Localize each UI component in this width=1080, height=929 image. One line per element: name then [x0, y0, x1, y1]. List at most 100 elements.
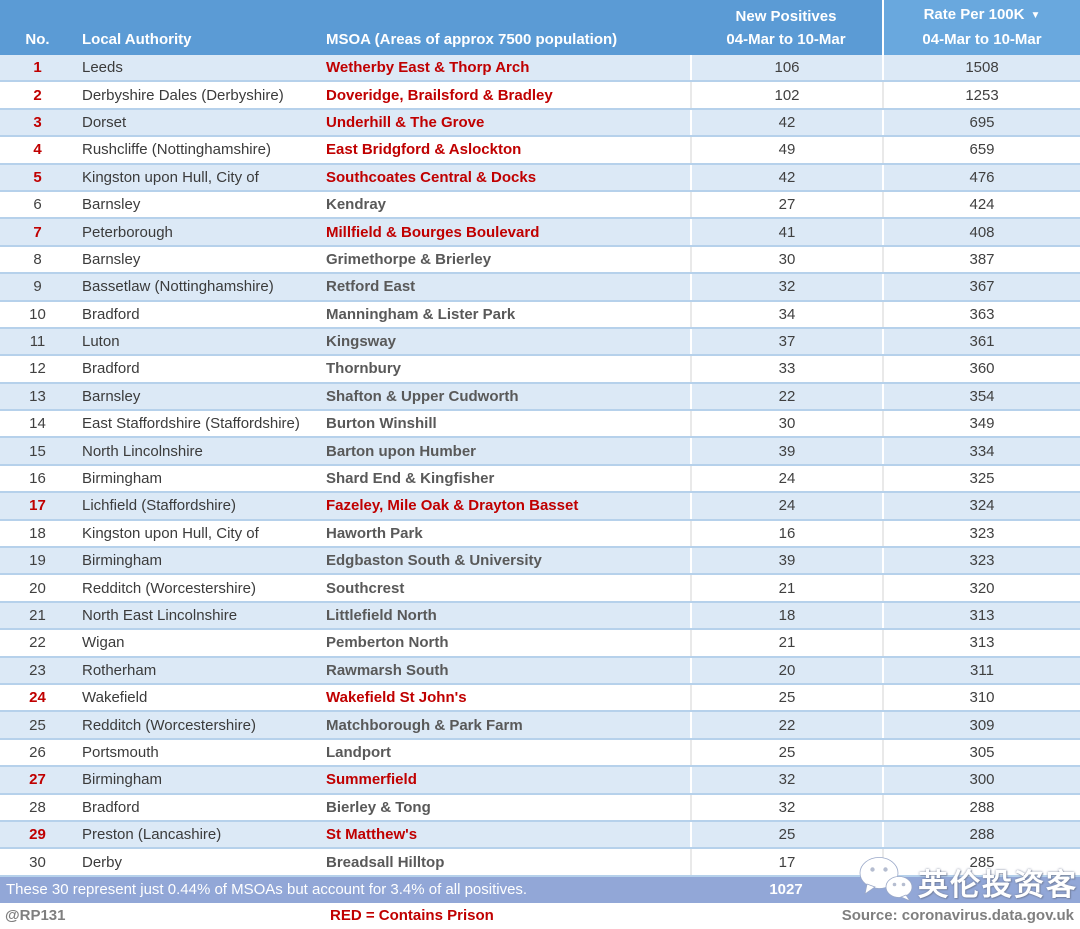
table-row: 16 Birmingham Shard End & Kingfisher 24 … — [0, 465, 1080, 494]
rank-cell: 10 — [29, 305, 46, 323]
new-positives-cell: 39 — [690, 548, 882, 574]
rate-cell: 367 — [882, 274, 1080, 300]
msoa-cell: Manningham & Lister Park — [326, 305, 516, 323]
rate-cell: 1508 — [882, 55, 1080, 81]
table-row: 24 Wakefield Wakefield St John's 25 310 — [0, 684, 1080, 713]
rank-cell: 29 — [29, 826, 46, 844]
msoa-cell: Barton upon Humber — [326, 442, 476, 460]
new-positives-cell: 17 — [690, 849, 882, 875]
table-row: 28 Bradford Bierley & Tong 32 288 — [0, 794, 1080, 822]
msoa-cell: Summerfield — [326, 771, 417, 789]
table-row: 19 Birmingham Edgbaston South & Universi… — [0, 548, 1080, 576]
rate-cell: 305 — [882, 739, 1080, 766]
rate-cell: 408 — [882, 219, 1080, 245]
local-authority-cell: Lichfield (Staffordshire) — [82, 497, 236, 515]
local-authority-cell: Birmingham — [82, 552, 163, 570]
msoa-cell: Grimethorpe & Brierley — [326, 250, 492, 268]
table-row: 20 Redditch (Worcestershire) Southcrest … — [0, 575, 1080, 603]
rate-cell: 334 — [882, 438, 1080, 464]
local-authority-cell: Luton — [82, 333, 120, 351]
table-row: 8 Barnsley Grimethorpe & Brierley 30 387 — [0, 246, 1080, 275]
new-positives-cell: 34 — [690, 301, 882, 327]
local-authority-cell: Barnsley — [82, 387, 141, 405]
rank-cell: 12 — [29, 360, 46, 378]
summary-row: These 30 represent just 0.44% of MSOAs b… — [0, 876, 1080, 903]
rank-cell: 6 — [33, 196, 42, 214]
local-authority-cell: North East Lincolnshire — [82, 607, 238, 624]
local-authority-cell: Kingston upon Hull, City of — [82, 524, 259, 542]
msoa-cell: Shafton & Upper Cudworth — [326, 387, 519, 405]
local-authority-cell: Barnsley — [82, 250, 141, 268]
table-row: 30 Derby Breadsall Hilltop 17 285 — [0, 849, 1080, 877]
rank-cell: 9 — [33, 278, 42, 296]
table-row: 22 Wigan Pemberton North 21 313 — [0, 630, 1080, 658]
rank-cell: 15 — [29, 442, 46, 460]
summary-text: These 30 represent just 0.44% of MSOAs b… — [6, 881, 528, 899]
msoa-cell: Kendray — [326, 196, 387, 214]
msoa-cell: Littlefield North — [326, 607, 437, 624]
local-authority-cell: East Staffordshire (Staffordshire) — [82, 415, 300, 433]
rank-cell: 22 — [29, 634, 46, 652]
table-row: 12 Bradford Thornbury 33 360 — [0, 356, 1080, 384]
header-no: No. — [0, 0, 75, 55]
rate-cell: 285 — [882, 849, 1080, 875]
rank-cell: 27 — [29, 771, 46, 789]
rank-cell: 4 — [33, 141, 42, 159]
new-positives-cell: 22 — [690, 383, 882, 410]
rate-cell: 309 — [882, 712, 1080, 738]
new-positives-cell: 20 — [690, 657, 882, 683]
table-row: 2 Derbyshire Dales (Derbyshire) Doveridg… — [0, 82, 1080, 110]
rate-cell: 320 — [882, 575, 1080, 601]
local-authority-cell: Preston (Lancashire) — [82, 826, 222, 844]
header-msoa-label: MSOA (Areas of approx 7500 population) — [326, 31, 618, 48]
data-source: Source: coronavirus.data.gov.uk — [841, 906, 1074, 924]
msoa-cell: Fazeley, Mile Oak & Drayton Basset — [326, 497, 579, 515]
table-row: 1 Leeds Wetherby East & Thorp Arch 106 1… — [0, 55, 1080, 83]
table-row: 21 North East Lincolnshire Littlefield N… — [0, 602, 1080, 631]
new-positives-cell: 32 — [690, 767, 882, 793]
local-authority-cell: Kingston upon Hull, City of — [82, 168, 259, 186]
rank-cell: 28 — [29, 798, 46, 816]
rate-cell: 349 — [882, 411, 1080, 437]
rank-cell: 2 — [33, 86, 42, 104]
local-authority-cell: North Lincolnshire — [82, 442, 203, 460]
msoa-cell: Underhill & The Grove — [326, 113, 485, 131]
rank-cell: 23 — [29, 661, 46, 679]
msoa-cell: Burton Winshill — [326, 415, 437, 433]
msoa-cell: Landport — [326, 743, 391, 761]
local-authority-cell: Portsmouth — [82, 743, 159, 761]
new-positives-cell: 102 — [690, 82, 882, 108]
header-no-label: No. — [25, 31, 50, 48]
rate-cell: 300 — [882, 767, 1080, 793]
table-row: 14 East Staffordshire (Staffordshire) Bu… — [0, 411, 1080, 439]
msoa-cell: Thornbury — [326, 360, 401, 378]
rate-cell: 310 — [882, 684, 1080, 711]
local-authority-cell: Leeds — [82, 59, 123, 77]
rate-cell: 288 — [882, 821, 1080, 848]
table-row: 4 Rushcliffe (Nottinghamshire) East Brid… — [0, 137, 1080, 165]
new-positives-cell: 37 — [690, 328, 882, 355]
rate-cell: 313 — [882, 602, 1080, 629]
footer-strip: @RP131 RED = Contains Prison Source: cor… — [0, 902, 1080, 929]
new-positives-cell: 33 — [690, 356, 882, 382]
sort-descending-icon[interactable]: ▼ — [1030, 10, 1041, 21]
new-positives-cell: 21 — [690, 575, 882, 601]
msoa-cell: Shard End & Kingfisher — [326, 470, 495, 488]
rank-cell: 16 — [29, 470, 46, 488]
rank-cell: 11 — [29, 333, 46, 351]
header-rate-dates: 04-Mar to 10-Mar — [922, 31, 1042, 48]
rate-cell: 659 — [882, 137, 1080, 163]
rank-cell: 13 — [29, 387, 46, 405]
local-authority-cell: Wakefield — [82, 689, 148, 707]
local-authority-cell: Dorset — [82, 113, 127, 131]
header-rate-label-line: Rate Per 100K ▼ — [924, 3, 1041, 28]
rate-cell: 361 — [882, 328, 1080, 355]
red-legend: RED = Contains Prison — [330, 906, 494, 924]
header-rate-per-100k: Rate Per 100K ▼ 04-Mar to 10-Mar — [882, 0, 1080, 55]
header-new-positives-label: New Positives — [735, 8, 837, 25]
header-local-authority-label: Local Authority — [82, 31, 192, 48]
table-row: 10 Bradford Manningham & Lister Park 34 … — [0, 301, 1080, 329]
new-positives-cell: 30 — [690, 411, 882, 437]
msoa-cell: Bierley & Tong — [326, 798, 431, 816]
